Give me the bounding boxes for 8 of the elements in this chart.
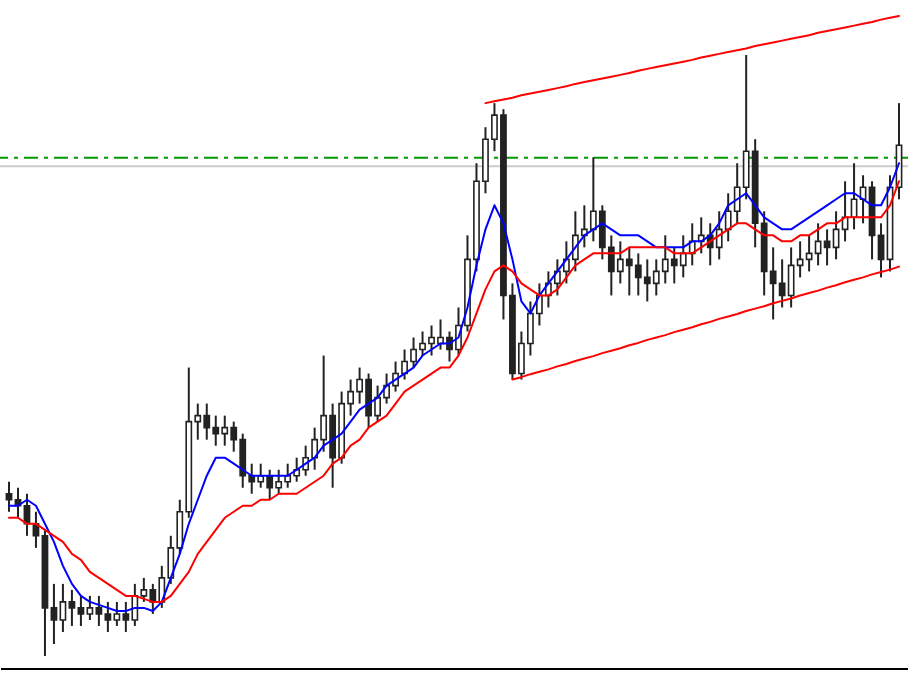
candlestick [679, 234, 687, 279]
candlestick [5, 480, 13, 513]
candlestick [68, 588, 76, 627]
candlestick [805, 234, 813, 273]
candlestick [59, 582, 67, 633]
candlestick [95, 594, 103, 627]
candlestick [86, 594, 94, 621]
candlestick [77, 594, 85, 627]
